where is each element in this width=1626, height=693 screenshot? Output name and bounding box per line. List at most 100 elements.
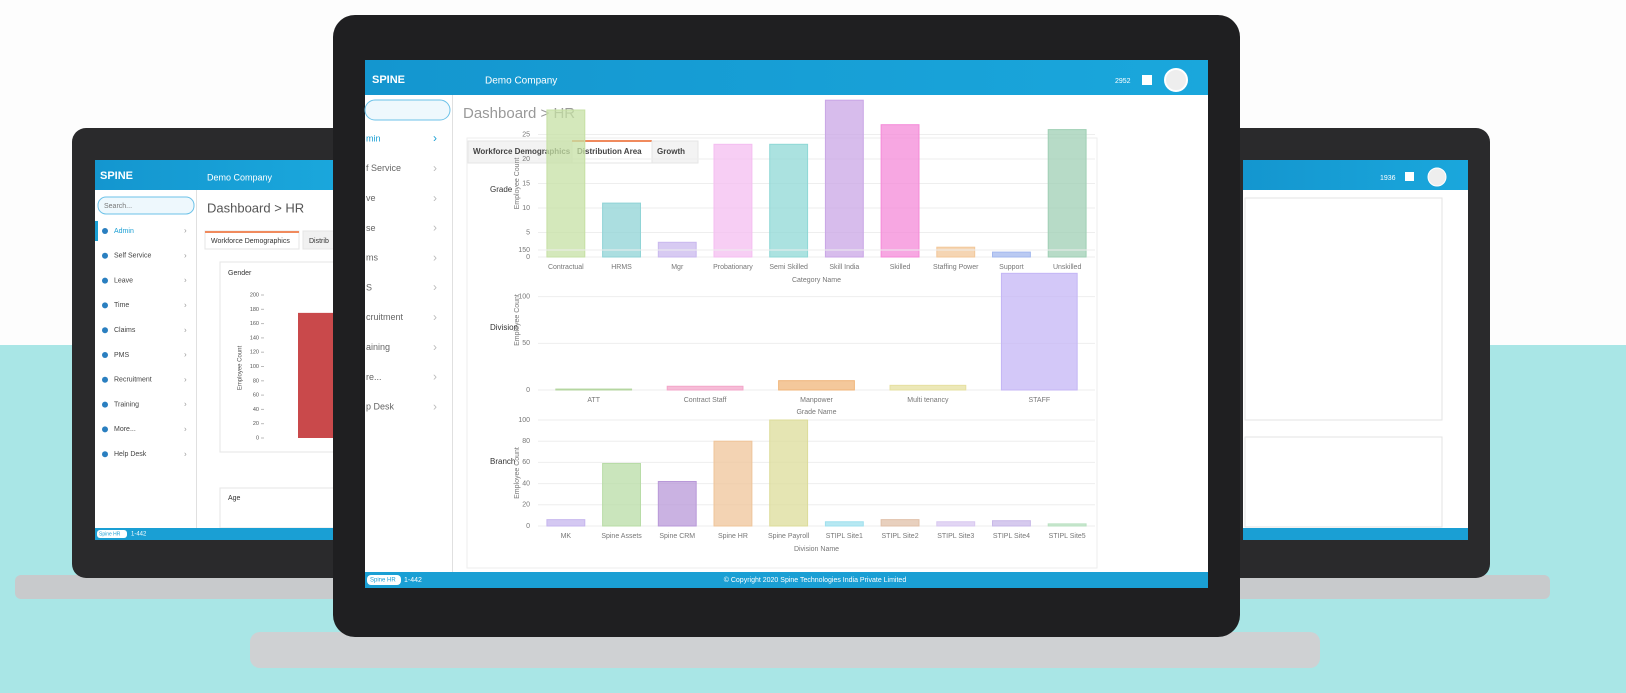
chevron: › <box>433 161 437 175</box>
bar <box>769 143 809 258</box>
copyright: © Copyright 2020 Spine Technologies Indi… <box>724 576 907 584</box>
bar <box>769 419 809 527</box>
footer <box>95 528 335 540</box>
y-tick-label: 5 <box>526 229 530 236</box>
menu-icon <box>102 228 108 234</box>
tab-label[interactable]: Growth <box>657 147 685 156</box>
menu-item[interactable]: S <box>366 282 372 292</box>
menu-item[interactable]: Leave <box>114 277 133 284</box>
menu-item[interactable]: Help Desk <box>114 451 147 458</box>
y-tick-label: 80 <box>253 378 259 384</box>
menu-icon <box>102 426 108 433</box>
chevron: › <box>184 226 187 235</box>
menu-icon <box>102 376 108 383</box>
y-tick-label: 10 <box>522 205 530 212</box>
chevron: › <box>433 340 437 354</box>
menu-item[interactable]: min <box>366 133 381 143</box>
tab-accent <box>205 231 299 233</box>
search-box[interactable] <box>364 99 451 121</box>
x-tick-label: Unskilled <box>1053 264 1082 271</box>
menu-item[interactable]: Time <box>114 302 129 309</box>
tab-label[interactable]: Distribution Area <box>577 147 642 156</box>
x-tick-label: STAFF <box>1028 397 1050 404</box>
footer-version: 1-442 <box>404 577 422 584</box>
menu-item[interactable]: Claims <box>114 327 136 334</box>
menu-icon <box>102 252 108 259</box>
menu-item[interactable]: cruitment <box>366 312 404 322</box>
avatar[interactable] <box>1164 68 1188 92</box>
chart-title: Branch <box>490 457 515 466</box>
menu-item[interactable]: Recruitment <box>114 377 152 384</box>
bar <box>546 109 586 258</box>
footer <box>365 572 1208 588</box>
y-tick-label: 50 <box>522 340 530 347</box>
tab[interactable] <box>651 140 699 164</box>
y-tick-label: 60 <box>522 459 530 466</box>
laptop-base <box>250 632 1320 668</box>
y-axis-label: Employee Count <box>514 158 521 210</box>
apps-icon[interactable] <box>1142 75 1152 85</box>
x-tick-label: Spine Assets <box>601 533 642 540</box>
x-axis-label: Grade Name <box>796 409 836 416</box>
chevron: › <box>184 350 187 359</box>
menu-item[interactable]: PMS <box>114 352 130 359</box>
avatar[interactable] <box>1427 167 1447 187</box>
bar <box>824 521 864 527</box>
bar <box>657 480 697 527</box>
y-tick-label: 180 <box>250 307 259 313</box>
y-tick-label: 60 <box>253 393 259 399</box>
chevron: › <box>184 251 187 260</box>
header <box>95 160 335 190</box>
x-tick-label: Semi Skilled <box>769 264 808 271</box>
menu-item[interactable]: re... <box>366 372 382 382</box>
x-tick-label: ATT <box>587 397 600 404</box>
counter: 2952 <box>1115 78 1131 85</box>
menu-item[interactable]: Self Service <box>114 253 151 260</box>
chevron: › <box>184 301 187 310</box>
brand: SPINE <box>372 74 405 86</box>
menu-icon <box>102 327 108 334</box>
y-tick-label: 200 <box>250 292 259 298</box>
x-tick-label: Skilled <box>890 264 911 271</box>
laptop-base <box>1230 575 1550 599</box>
search-placeholder: Search... <box>104 203 132 210</box>
y-tick-label: 0 <box>526 387 530 394</box>
menu-item[interactable]: f Service <box>366 163 401 173</box>
menu-item[interactable]: ve <box>366 193 376 203</box>
counter: 1936 <box>1380 175 1396 182</box>
bar <box>880 519 920 527</box>
tab-label[interactable]: Workforce Demographics <box>473 147 571 156</box>
footer-badge: Spine HR <box>370 578 396 584</box>
y-tick-label: 0 <box>256 435 259 441</box>
y-tick-label: 20 <box>253 421 259 427</box>
menu-item[interactable]: Training <box>114 401 139 408</box>
menu-item[interactable]: Admin <box>114 228 134 235</box>
menu-item[interactable]: aining <box>366 342 390 352</box>
tab-label[interactable]: Distrib <box>309 238 329 245</box>
x-tick-label: Staffing Power <box>933 264 979 271</box>
bar <box>992 520 1031 527</box>
y-tick-label: 150 <box>518 247 530 254</box>
panel-title: Age <box>228 495 241 502</box>
tab-label[interactable]: Workforce Demographics <box>211 238 290 245</box>
x-tick-label: HRMS <box>611 264 632 271</box>
x-tick-label: MK <box>561 533 572 540</box>
menu-item[interactable]: p Desk <box>366 402 395 412</box>
x-tick-label: Spine Payroll <box>768 533 810 540</box>
menu-item[interactable]: More... <box>114 426 136 433</box>
x-tick-label: Manpower <box>800 397 833 404</box>
x-axis-label: Division Name <box>794 546 839 553</box>
bar <box>889 384 967 391</box>
apps-icon[interactable] <box>1405 172 1414 181</box>
menu-item[interactable]: ms <box>366 253 378 263</box>
x-tick-label: STIPL Site4 <box>993 533 1030 540</box>
tab[interactable] <box>302 230 397 250</box>
x-tick-label: Probationary <box>713 264 753 271</box>
company: Demo Company <box>485 76 557 87</box>
bar <box>992 251 1031 258</box>
chevron: › <box>433 370 437 384</box>
menu-item[interactable]: se <box>366 223 376 233</box>
search-box[interactable] <box>97 196 195 215</box>
laptop-base <box>15 575 365 599</box>
x-tick-label: STIPL Site5 <box>1049 533 1086 540</box>
